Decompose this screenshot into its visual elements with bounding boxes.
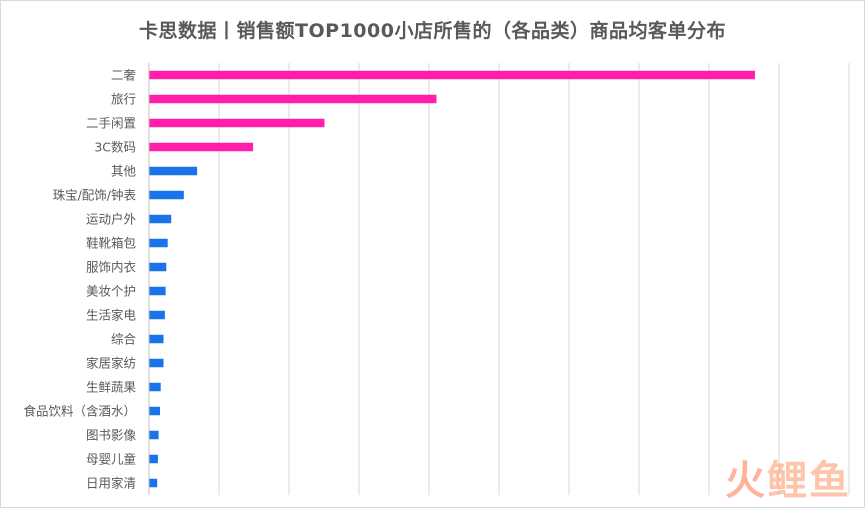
category-label: 食品饮料（含酒水）: [23, 404, 136, 419]
category-label: 图书影像: [86, 428, 137, 443]
bars: [149, 70, 755, 488]
category-label: 日用家清: [86, 476, 136, 491]
bar: [149, 142, 254, 152]
bar: [149, 70, 755, 80]
bar: [149, 94, 437, 104]
category-label: 生活家电: [86, 308, 137, 323]
category-label: 二奢: [111, 68, 137, 83]
category-label: 运动户外: [86, 212, 137, 227]
bar: [149, 166, 198, 176]
bar: [149, 310, 165, 320]
category-label: 其他: [111, 164, 137, 179]
category-label: 珠宝/配饰/钟表: [53, 188, 137, 203]
bar: [149, 262, 167, 272]
bar: [149, 358, 164, 368]
category-label: 旅行: [111, 92, 136, 107]
gridlines: [148, 63, 850, 495]
category-label: 生鲜蔬果: [86, 380, 137, 395]
category-label: 母婴儿童: [86, 452, 136, 467]
category-label: 服饰内衣: [86, 260, 137, 275]
bar: [149, 190, 184, 200]
bar: [149, 286, 166, 296]
category-label: 3C数码: [94, 140, 136, 155]
bar: [149, 238, 168, 248]
bar: [149, 430, 159, 440]
bar: [149, 454, 158, 464]
bar: [149, 382, 161, 392]
category-label: 鞋靴箱包: [86, 236, 136, 251]
watermark-logo: 火鲤鱼: [725, 458, 851, 504]
category-label: 综合: [111, 332, 137, 347]
bar: [149, 406, 160, 416]
chart-title: 卡思数据丨销售额TOP1000小店所售的（各品类）商品均客单分布: [139, 20, 726, 42]
bar: [149, 214, 172, 224]
category-label: 家居家纺: [86, 356, 136, 371]
bar: [149, 478, 158, 488]
bar: [149, 334, 164, 344]
category-label: 美妆个护: [86, 284, 136, 299]
bar: [149, 118, 325, 128]
category-label: 二手闲置: [86, 116, 136, 131]
